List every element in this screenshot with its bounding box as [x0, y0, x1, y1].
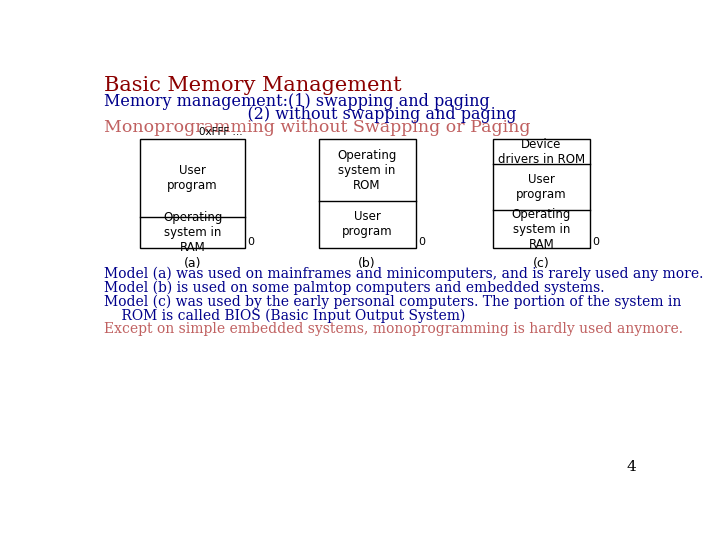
Text: User
program: User program [167, 164, 218, 192]
Bar [140, 139, 245, 248]
Text: Model (b) is used on some palmtop computers and embedded systems.: Model (b) is used on some palmtop comput… [104, 280, 605, 295]
Text: (b): (b) [359, 257, 376, 271]
Text: (2) without swapping and paging: (2) without swapping and paging [104, 106, 516, 123]
Text: 0xFFF ...: 0xFFF ... [199, 127, 243, 137]
Text: User
program: User program [342, 211, 392, 239]
Text: Memory management:(1) swapping and paging: Memory management:(1) swapping and pagin… [104, 93, 490, 110]
Text: Operating
system in
ROM: Operating system in ROM [338, 148, 397, 192]
Text: Operating
system in
RAM: Operating system in RAM [512, 207, 571, 251]
Text: Basic Memory Management: Basic Memory Management [104, 76, 402, 96]
Text: (c): (c) [533, 257, 550, 271]
Text: Model (c) was used by the early personal computers. The portion of the system in: Model (c) was used by the early personal… [104, 294, 681, 309]
Text: 4: 4 [626, 461, 636, 475]
Text: (a): (a) [184, 257, 202, 271]
Text: User
program: User program [516, 173, 567, 201]
Bar [493, 139, 590, 248]
Text: 0: 0 [248, 237, 254, 247]
Bar [319, 139, 415, 248]
Text: ROM is called BIOS (Basic Input Output System): ROM is called BIOS (Basic Input Output S… [104, 308, 465, 322]
Text: 0: 0 [418, 237, 425, 247]
Text: 0: 0 [593, 237, 599, 247]
Text: Operating
system in
RAM: Operating system in RAM [163, 211, 222, 254]
Text: Device
drivers in ROM: Device drivers in ROM [498, 138, 585, 166]
Text: Monoprogramming without Swapping or Paging: Monoprogramming without Swapping or Pagi… [104, 119, 531, 137]
Text: Except on simple embedded systems, monoprogramming is hardly used anymore.: Except on simple embedded systems, monop… [104, 322, 683, 336]
Text: Model (a) was used on mainframes and minicomputers, and is rarely used any more.: Model (a) was used on mainframes and min… [104, 267, 703, 281]
